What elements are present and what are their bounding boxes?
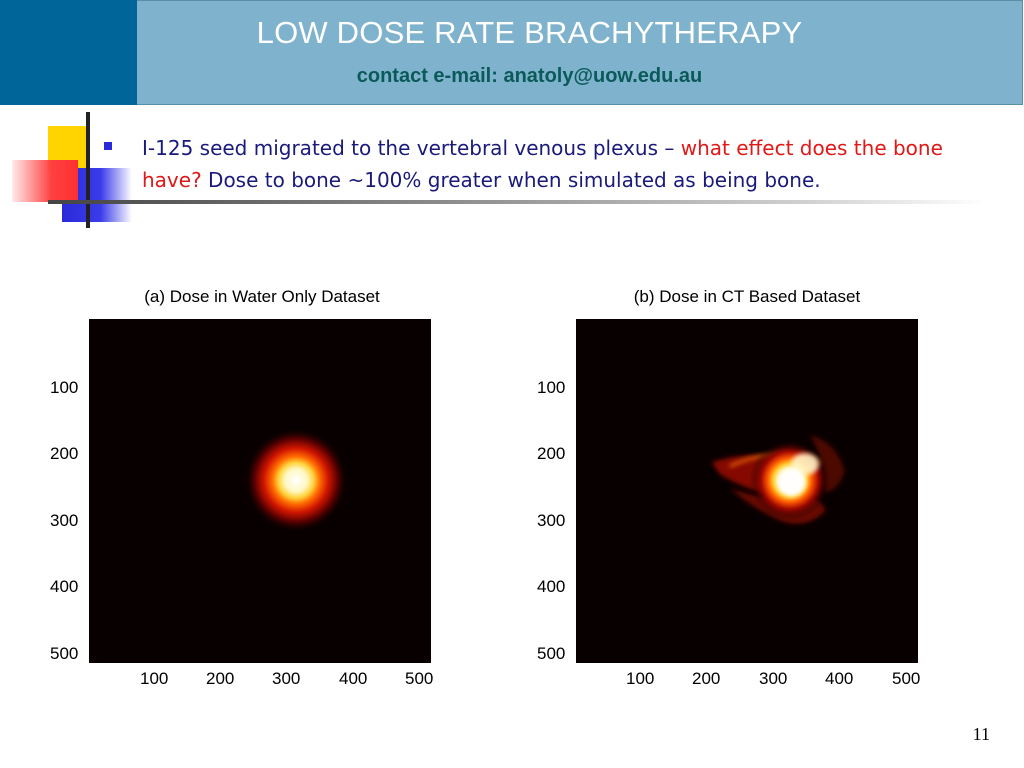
panel-b-ytick: 500 (537, 644, 566, 663)
panel-b-ytick: 300 (537, 511, 566, 530)
decor-vertical-line (86, 112, 90, 228)
panel-a-ytick: 300 (50, 511, 79, 530)
slide-header: LOW DOSE RATE BRACHYTHERAPY contact e-ma… (0, 0, 1024, 105)
panel-a-xtick: 100 (140, 669, 169, 688)
panel-b-title: (b) Dose in CT Based Dataset (633, 287, 861, 306)
panel-a-xtick: 200 (206, 669, 235, 688)
panel-b-ytick: 200 (537, 444, 566, 463)
panel-a-xtick: 400 (339, 669, 368, 688)
panel-b-ytick: 400 (537, 577, 566, 596)
header-accent-block (0, 0, 137, 105)
page-number: 11 (972, 724, 990, 744)
panel-a-heatmap (89, 319, 431, 663)
panel-a-dose-hotspot (244, 428, 349, 533)
panel-b-xtick: 300 (759, 669, 788, 688)
panel-a-xtick: 500 (405, 669, 434, 688)
panel-b-xtick: 500 (892, 669, 921, 688)
bullet-square-icon (104, 142, 112, 150)
panel-b-xtick: 100 (626, 669, 655, 688)
panel-a-heatmap-svg (89, 319, 431, 663)
header-bar: LOW DOSE RATE BRACHYTHERAPY contact e-ma… (137, 0, 1023, 105)
contact-email: contact e-mail: anatoly@uow.edu.au (356, 65, 703, 87)
panel-a-ytick: 400 (50, 577, 79, 596)
decor-horizontal-line (48, 200, 988, 204)
panel-b-heatmap-svg (576, 319, 918, 663)
slide-title: LOW DOSE RATE BRACHYTHERAPY (256, 15, 803, 50)
panel-a-title: (a) Dose in Water Only Dataset (144, 287, 380, 306)
panel-b-xtick: 400 (825, 669, 854, 688)
panel-b-dose-hotspot (711, 435, 845, 524)
panel-b-ytick: 100 (537, 378, 566, 397)
panel-a-xtick: 300 (272, 669, 301, 688)
panel-a-ytick: 100 (50, 378, 79, 397)
decor-red-square (12, 160, 78, 202)
panel-b-heatmap (576, 319, 918, 663)
bullet-text-highlight: what effect does the bone have? (142, 136, 943, 192)
bullet-text-end: Dose to bone ~100% greater when simulate… (201, 168, 821, 192)
bullet-text: I-125 seed migrated to the vertebral ven… (142, 132, 1002, 196)
panel-a-ytick: 500 (50, 644, 79, 663)
bullet-text-start: I-125 seed migrated to the vertebral ven… (142, 136, 681, 160)
panel-b-xtick: 200 (692, 669, 721, 688)
panel-a-ytick: 200 (50, 444, 79, 463)
